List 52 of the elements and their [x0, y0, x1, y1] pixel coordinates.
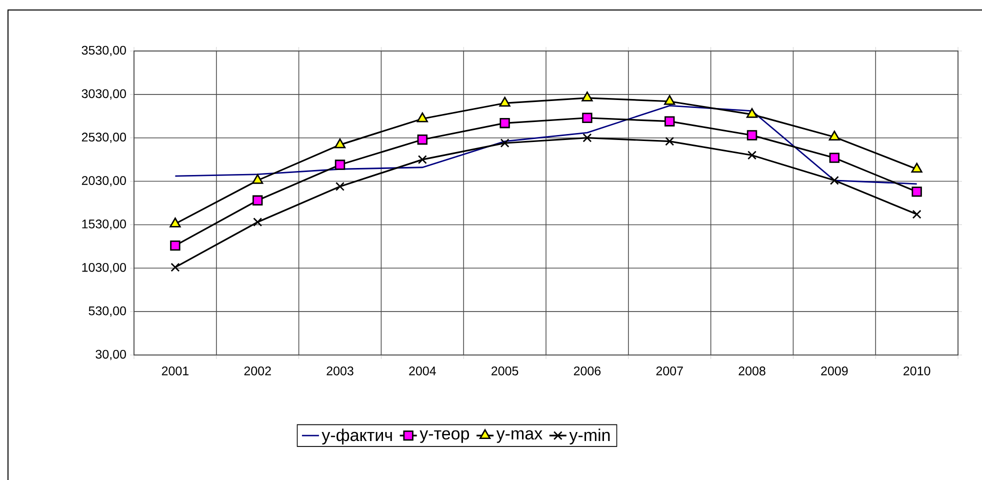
x-tick-label: 2010	[904, 366, 930, 376]
point	[170, 218, 181, 228]
point	[252, 195, 263, 206]
point	[829, 152, 840, 163]
point	[418, 155, 427, 164]
point	[828, 130, 840, 140]
point	[416, 112, 428, 122]
y-tick-label: 2530,00	[82, 132, 126, 144]
point	[747, 150, 757, 160]
y-tick-label: 30,00	[96, 350, 126, 360]
point	[335, 182, 345, 192]
point	[417, 134, 428, 145]
legend-label: y-min	[569, 428, 610, 445]
point	[664, 116, 675, 126]
point	[912, 186, 922, 197]
point	[746, 130, 758, 140]
legend-label: y-фактич	[322, 428, 392, 445]
y-tick-label: 1030,00	[82, 262, 126, 274]
y-tick-label: 2030,00	[82, 176, 126, 186]
y-tick-label: 1530,00	[82, 220, 126, 230]
legend-label: y-теор	[420, 430, 470, 443]
point	[170, 262, 180, 272]
point	[334, 160, 346, 170]
point	[746, 108, 758, 118]
x-tick-label: 2007	[656, 366, 683, 376]
point	[582, 112, 592, 123]
point	[499, 96, 510, 107]
point	[582, 133, 592, 142]
x-tick-label: 2006	[574, 366, 601, 376]
x-tick-label: 2009	[821, 366, 848, 376]
x-tick-label: 2003	[326, 366, 354, 376]
point	[170, 240, 180, 251]
y-tick-label: 530,00	[88, 306, 126, 317]
point	[665, 136, 674, 146]
point	[830, 176, 839, 185]
point	[500, 118, 510, 128]
point	[911, 162, 922, 173]
point	[582, 92, 593, 102]
point	[500, 138, 510, 148]
point	[334, 138, 346, 148]
point	[252, 174, 264, 184]
point	[253, 218, 262, 227]
x-tick-label: 2005	[492, 366, 518, 376]
x-tick-label: 2008	[738, 366, 766, 376]
x-tick-label: 2002	[244, 366, 271, 376]
y-tick-label: 3030,00	[82, 89, 126, 100]
x-tick-label: 2001	[162, 366, 188, 376]
legend-label: y-max	[496, 430, 542, 443]
y-tick-label: 3530,00	[82, 46, 126, 56]
point	[664, 95, 676, 105]
point	[912, 210, 922, 219]
x-tick-label: 2004	[409, 366, 436, 376]
